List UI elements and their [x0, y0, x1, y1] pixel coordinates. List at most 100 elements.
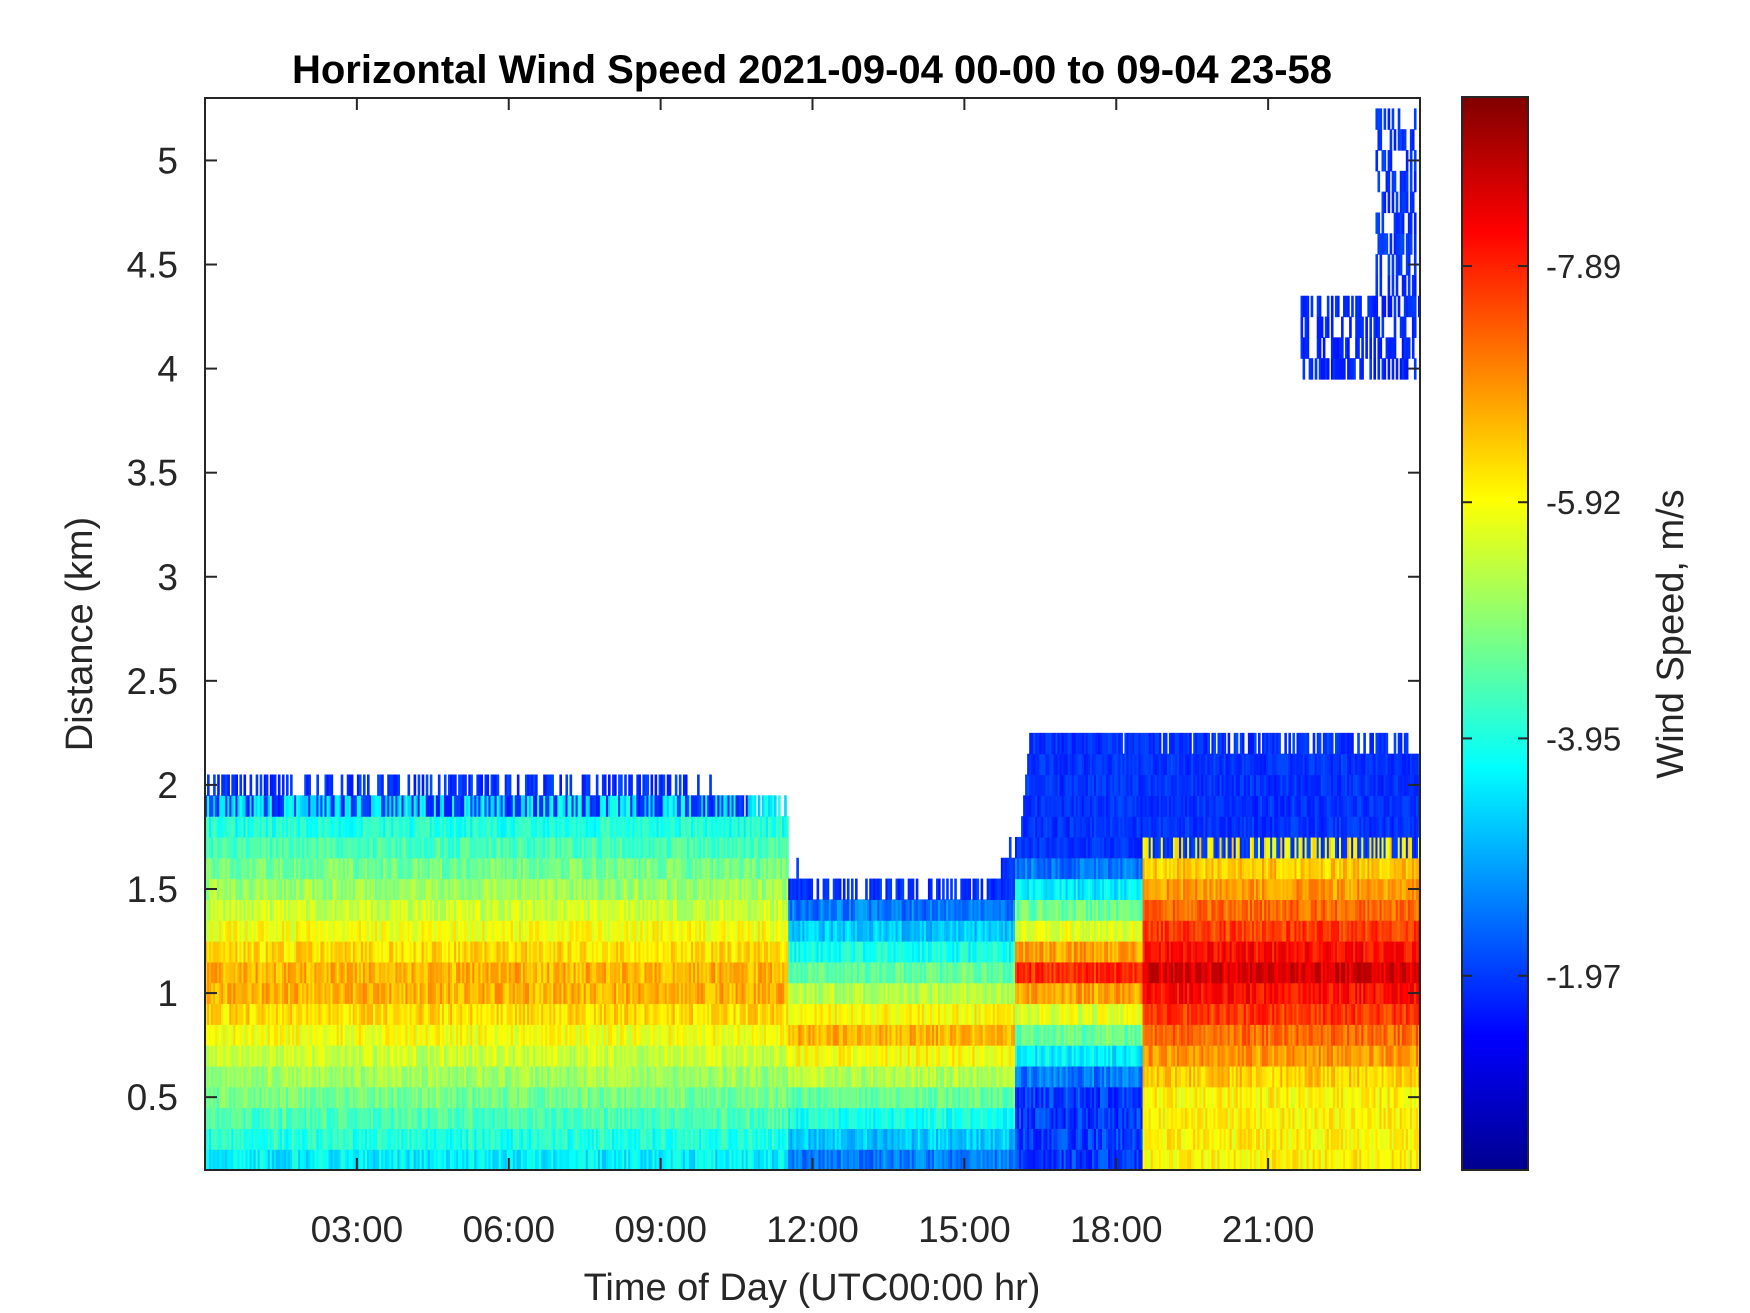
heatmap-cell: [688, 961, 692, 984]
heatmap-cell: [693, 1003, 696, 1025]
heatmap-cell: [237, 857, 241, 880]
heatmap-cell: [259, 920, 263, 942]
heatmap-cell: [316, 795, 320, 817]
heatmap-cell: [601, 899, 605, 921]
heatmap-cell: [456, 982, 459, 1005]
heatmap-cell: [522, 816, 526, 838]
heatmap-cell: [731, 878, 735, 900]
heatmap-cell: [599, 836, 603, 859]
heatmap-cell: [601, 1003, 605, 1025]
heatmap-cell: [387, 961, 390, 984]
heatmap-cell: [458, 795, 461, 817]
heatmap-cell: [733, 961, 737, 984]
heatmap-cell: [522, 857, 526, 880]
heatmap-cell: [514, 1107, 518, 1129]
heatmap-cell: [233, 836, 236, 859]
heatmap-cell: [369, 1045, 372, 1067]
heatmap-cell: [290, 774, 293, 796]
heatmap-cell: [472, 1107, 475, 1129]
heatmap-cell: [221, 1086, 224, 1109]
heatmap-cell: [322, 795, 326, 817]
heatmap-cell: [352, 857, 356, 880]
heatmap-cell: [565, 857, 569, 880]
heatmap-cell: [622, 1086, 625, 1109]
heatmap-cell: [666, 878, 670, 900]
heatmap-cell: [666, 941, 670, 963]
heatmap-cell: [500, 878, 504, 900]
heatmap-cell: [626, 982, 629, 1005]
heatmap-cell: [308, 774, 311, 796]
heatmap-cell: [407, 1024, 411, 1046]
heatmap-cell: [300, 1003, 303, 1025]
heatmap-cell: [417, 1065, 421, 1088]
heatmap-cell: [243, 982, 247, 1005]
heatmap-cell: [255, 1065, 259, 1088]
heatmap-cell: [676, 920, 680, 942]
heatmap-cell: [634, 1128, 637, 1150]
heatmap-cell: [658, 982, 662, 1005]
heatmap-cell: [334, 961, 338, 984]
heatmap-cell: [737, 816, 741, 838]
heatmap-cell: [207, 1149, 210, 1170]
heatmap-cell: [640, 816, 643, 838]
heatmap-cell: [344, 1128, 348, 1150]
heatmap-cell: [539, 899, 542, 921]
heatmap-cell: [211, 1003, 214, 1025]
heatmap-cell: [259, 1086, 263, 1109]
heatmap-cell: [385, 941, 388, 963]
heatmap-cell: [251, 1045, 255, 1067]
heatmap-cell: [320, 1128, 324, 1150]
heatmap-cell: [205, 1107, 208, 1129]
heatmap-cell: [616, 1107, 619, 1129]
heatmap-cell: [460, 920, 463, 942]
heatmap-cell: [705, 878, 708, 900]
heatmap-cell: [211, 961, 214, 984]
heatmap-cell: [735, 941, 739, 963]
heatmap-cell: [225, 836, 228, 859]
heatmap-cell: [672, 961, 676, 984]
heatmap-cell: [205, 920, 208, 942]
heatmap-cell: [565, 1003, 569, 1025]
heatmap-cell: [360, 878, 364, 900]
heatmap-cell: [360, 1003, 364, 1025]
heatmap-cell: [632, 961, 635, 984]
heatmap-cell: [435, 920, 439, 942]
heatmap-cell: [478, 1086, 481, 1109]
heatmap-cell: [271, 1086, 275, 1109]
heatmap-cell: [308, 816, 311, 838]
heatmap-cell: [644, 1003, 648, 1025]
heatmap-cell: [731, 961, 735, 984]
heatmap-cell: [407, 899, 411, 921]
heatmap-cell: [697, 961, 700, 984]
heatmap-cell: [638, 857, 641, 880]
heatmap-cell: [344, 1107, 348, 1129]
heatmap-cell: [318, 899, 322, 921]
heatmap-cell: [711, 941, 714, 963]
heatmap-cell: [233, 878, 236, 900]
heatmap-cell: [452, 878, 455, 900]
heatmap-cell: [219, 1003, 222, 1025]
heatmap-cell: [322, 1065, 326, 1088]
heatmap-cell: [646, 1086, 650, 1109]
heatmap-cell: [439, 1024, 443, 1046]
heatmap-cell: [565, 1024, 569, 1046]
heatmap-cell: [328, 982, 332, 1005]
heatmap-cell: [397, 878, 401, 900]
heatmap-cell: [419, 961, 423, 984]
heatmap-cell: [541, 878, 544, 900]
heatmap-cell: [460, 1128, 463, 1150]
heatmap-cell: [630, 1128, 633, 1150]
heatmap-cell: [599, 961, 603, 984]
heatmap-cell: [308, 982, 311, 1005]
heatmap-cell: [676, 1003, 680, 1025]
heatmap-cell: [367, 878, 370, 900]
heatmap-cell: [561, 1149, 565, 1170]
heatmap-cell: [526, 899, 530, 921]
heatmap-cell: [678, 982, 682, 1005]
heatmap-cell: [458, 920, 461, 942]
heatmap-cell: [676, 1024, 680, 1046]
heatmap-cell: [330, 982, 334, 1005]
heatmap-cell: [486, 1045, 490, 1067]
heatmap-cell: [709, 961, 712, 984]
heatmap-cell: [255, 1149, 259, 1170]
